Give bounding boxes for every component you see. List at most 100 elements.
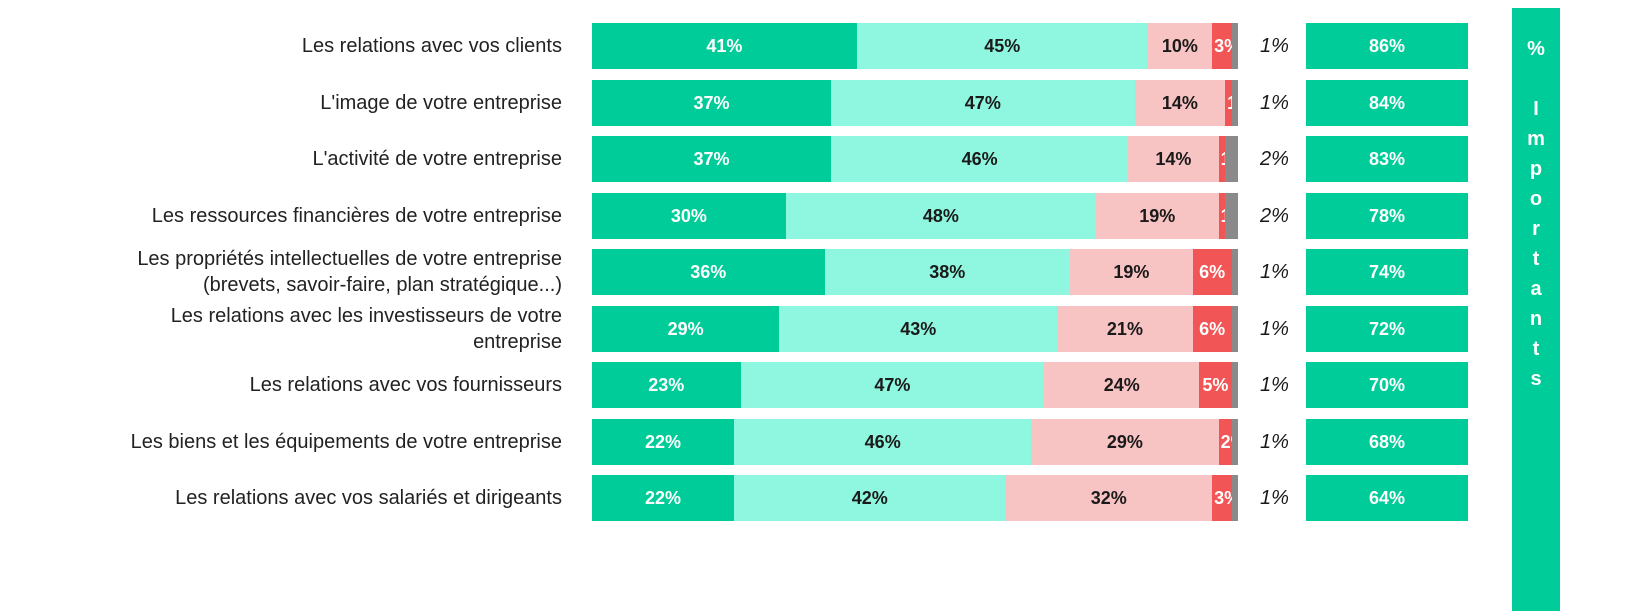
category-label: Les ressources financières de votre entr…	[151, 204, 562, 227]
value-label: 22%	[645, 431, 682, 452]
bar-segment	[734, 418, 1032, 465]
value-label: 47%	[874, 375, 911, 395]
category-label: Les relations avec vos salariés et dirig…	[175, 487, 562, 509]
bar-segment	[1192, 249, 1232, 295]
value-label: 19%	[1139, 205, 1176, 226]
total-label: 78%	[1368, 205, 1406, 226]
value-label: 24%	[1103, 375, 1140, 395]
outside-label: 1%	[1260, 317, 1289, 340]
value-label: 41%	[706, 36, 743, 56]
bar-segment	[740, 362, 1045, 408]
value-label: 37%	[693, 149, 730, 169]
total-label: 83%	[1368, 149, 1406, 169]
total-label: 70%	[1368, 375, 1406, 395]
bar-segment	[592, 136, 832, 182]
total-box	[1306, 79, 1468, 126]
category-label: L'image de votre entreprise	[320, 91, 562, 114]
bar-segment	[1225, 79, 1232, 126]
value-label: 36%	[690, 262, 727, 282]
category-label: Les propriétés intellectuelles de votre …	[137, 248, 562, 296]
value-label: 32%	[1090, 488, 1127, 508]
bar-segment	[1218, 192, 1226, 239]
total-box	[1306, 136, 1468, 182]
category-label: Les relations avec les investisseurs de …	[170, 304, 562, 353]
bar-segment	[1218, 136, 1226, 182]
outside-label: 2%	[1260, 204, 1289, 227]
value-label: 48%	[922, 205, 959, 226]
value-label: 47%	[964, 92, 1001, 113]
bar-segment	[1147, 23, 1213, 69]
outside-label: 1%	[1260, 261, 1289, 283]
total-box	[1306, 249, 1468, 295]
side-label: % Importants	[1512, 8, 1560, 611]
value-label: 23%	[648, 375, 685, 395]
bar-segment	[592, 305, 780, 352]
total-box	[1306, 475, 1468, 521]
bar-segment	[1225, 136, 1238, 182]
value-label: 14%	[1155, 149, 1192, 169]
bar-segment	[1225, 192, 1238, 239]
value-label: 43%	[900, 318, 937, 339]
total-label: 68%	[1368, 431, 1406, 452]
bar-segment	[592, 362, 741, 408]
outside-label: 1%	[1260, 374, 1289, 396]
bar-segment	[1192, 305, 1232, 352]
total-box	[1306, 23, 1468, 69]
bar-segment	[1231, 23, 1238, 69]
bar-segment	[592, 23, 857, 69]
bar-segment	[1057, 305, 1193, 352]
bar-segment	[1212, 475, 1232, 521]
total-label: 64%	[1368, 488, 1406, 508]
value-label: 1%	[1227, 92, 1254, 113]
bar-segment	[1070, 249, 1193, 295]
category-label: Les relations avec vos clients	[301, 35, 562, 57]
bar-segment	[1231, 249, 1238, 295]
bar-segment	[592, 79, 832, 126]
value-label: 6%	[1199, 318, 1226, 339]
total-label: 72%	[1368, 318, 1406, 339]
bar-segment	[1231, 305, 1238, 352]
bar-segment	[1031, 418, 1219, 465]
value-label: 29%	[1106, 431, 1143, 452]
bar-segment	[592, 192, 786, 239]
value-label: 45%	[984, 36, 1021, 56]
outside-label: 1%	[1260, 487, 1289, 509]
value-label: 46%	[864, 431, 901, 452]
bar-segment	[592, 418, 735, 465]
bar-segment	[734, 475, 1006, 521]
value-label: 14%	[1161, 92, 1198, 113]
value-label: 30%	[670, 205, 707, 226]
value-label: 29%	[667, 318, 704, 339]
value-label: 21%	[1106, 318, 1143, 339]
bar-segment	[1095, 192, 1219, 239]
outside-label: 1%	[1260, 430, 1289, 453]
bar-segment	[1128, 136, 1219, 182]
category-label: L'activité de votre entreprise	[312, 148, 562, 170]
bar-segment	[1199, 362, 1232, 408]
bar-segment	[1218, 418, 1232, 465]
bar-segment	[1212, 23, 1232, 69]
bar-segment	[856, 23, 1148, 69]
value-label: 10%	[1161, 36, 1198, 56]
bar-segment	[831, 79, 1135, 126]
value-label: 37%	[693, 92, 730, 113]
total-label: 84%	[1368, 92, 1406, 113]
outside-label: 1%	[1260, 35, 1289, 57]
category-label: Les biens et les équipements de votre en…	[130, 430, 562, 453]
total-box	[1306, 192, 1468, 239]
bar-segment	[831, 136, 1129, 182]
total-box	[1306, 418, 1468, 465]
outside-label: 1%	[1260, 91, 1289, 114]
bar-segment	[1231, 418, 1238, 465]
bar-segment	[1005, 475, 1213, 521]
total-box	[1306, 362, 1468, 408]
bar-segment	[1231, 362, 1238, 408]
bar-segment	[785, 192, 1096, 239]
value-label: 5%	[1202, 375, 1229, 395]
total-label: 86%	[1368, 36, 1406, 56]
value-label: 38%	[929, 262, 966, 282]
value-label: 42%	[851, 488, 888, 508]
bar-segment	[592, 475, 735, 521]
outside-label: 2%	[1260, 148, 1289, 170]
